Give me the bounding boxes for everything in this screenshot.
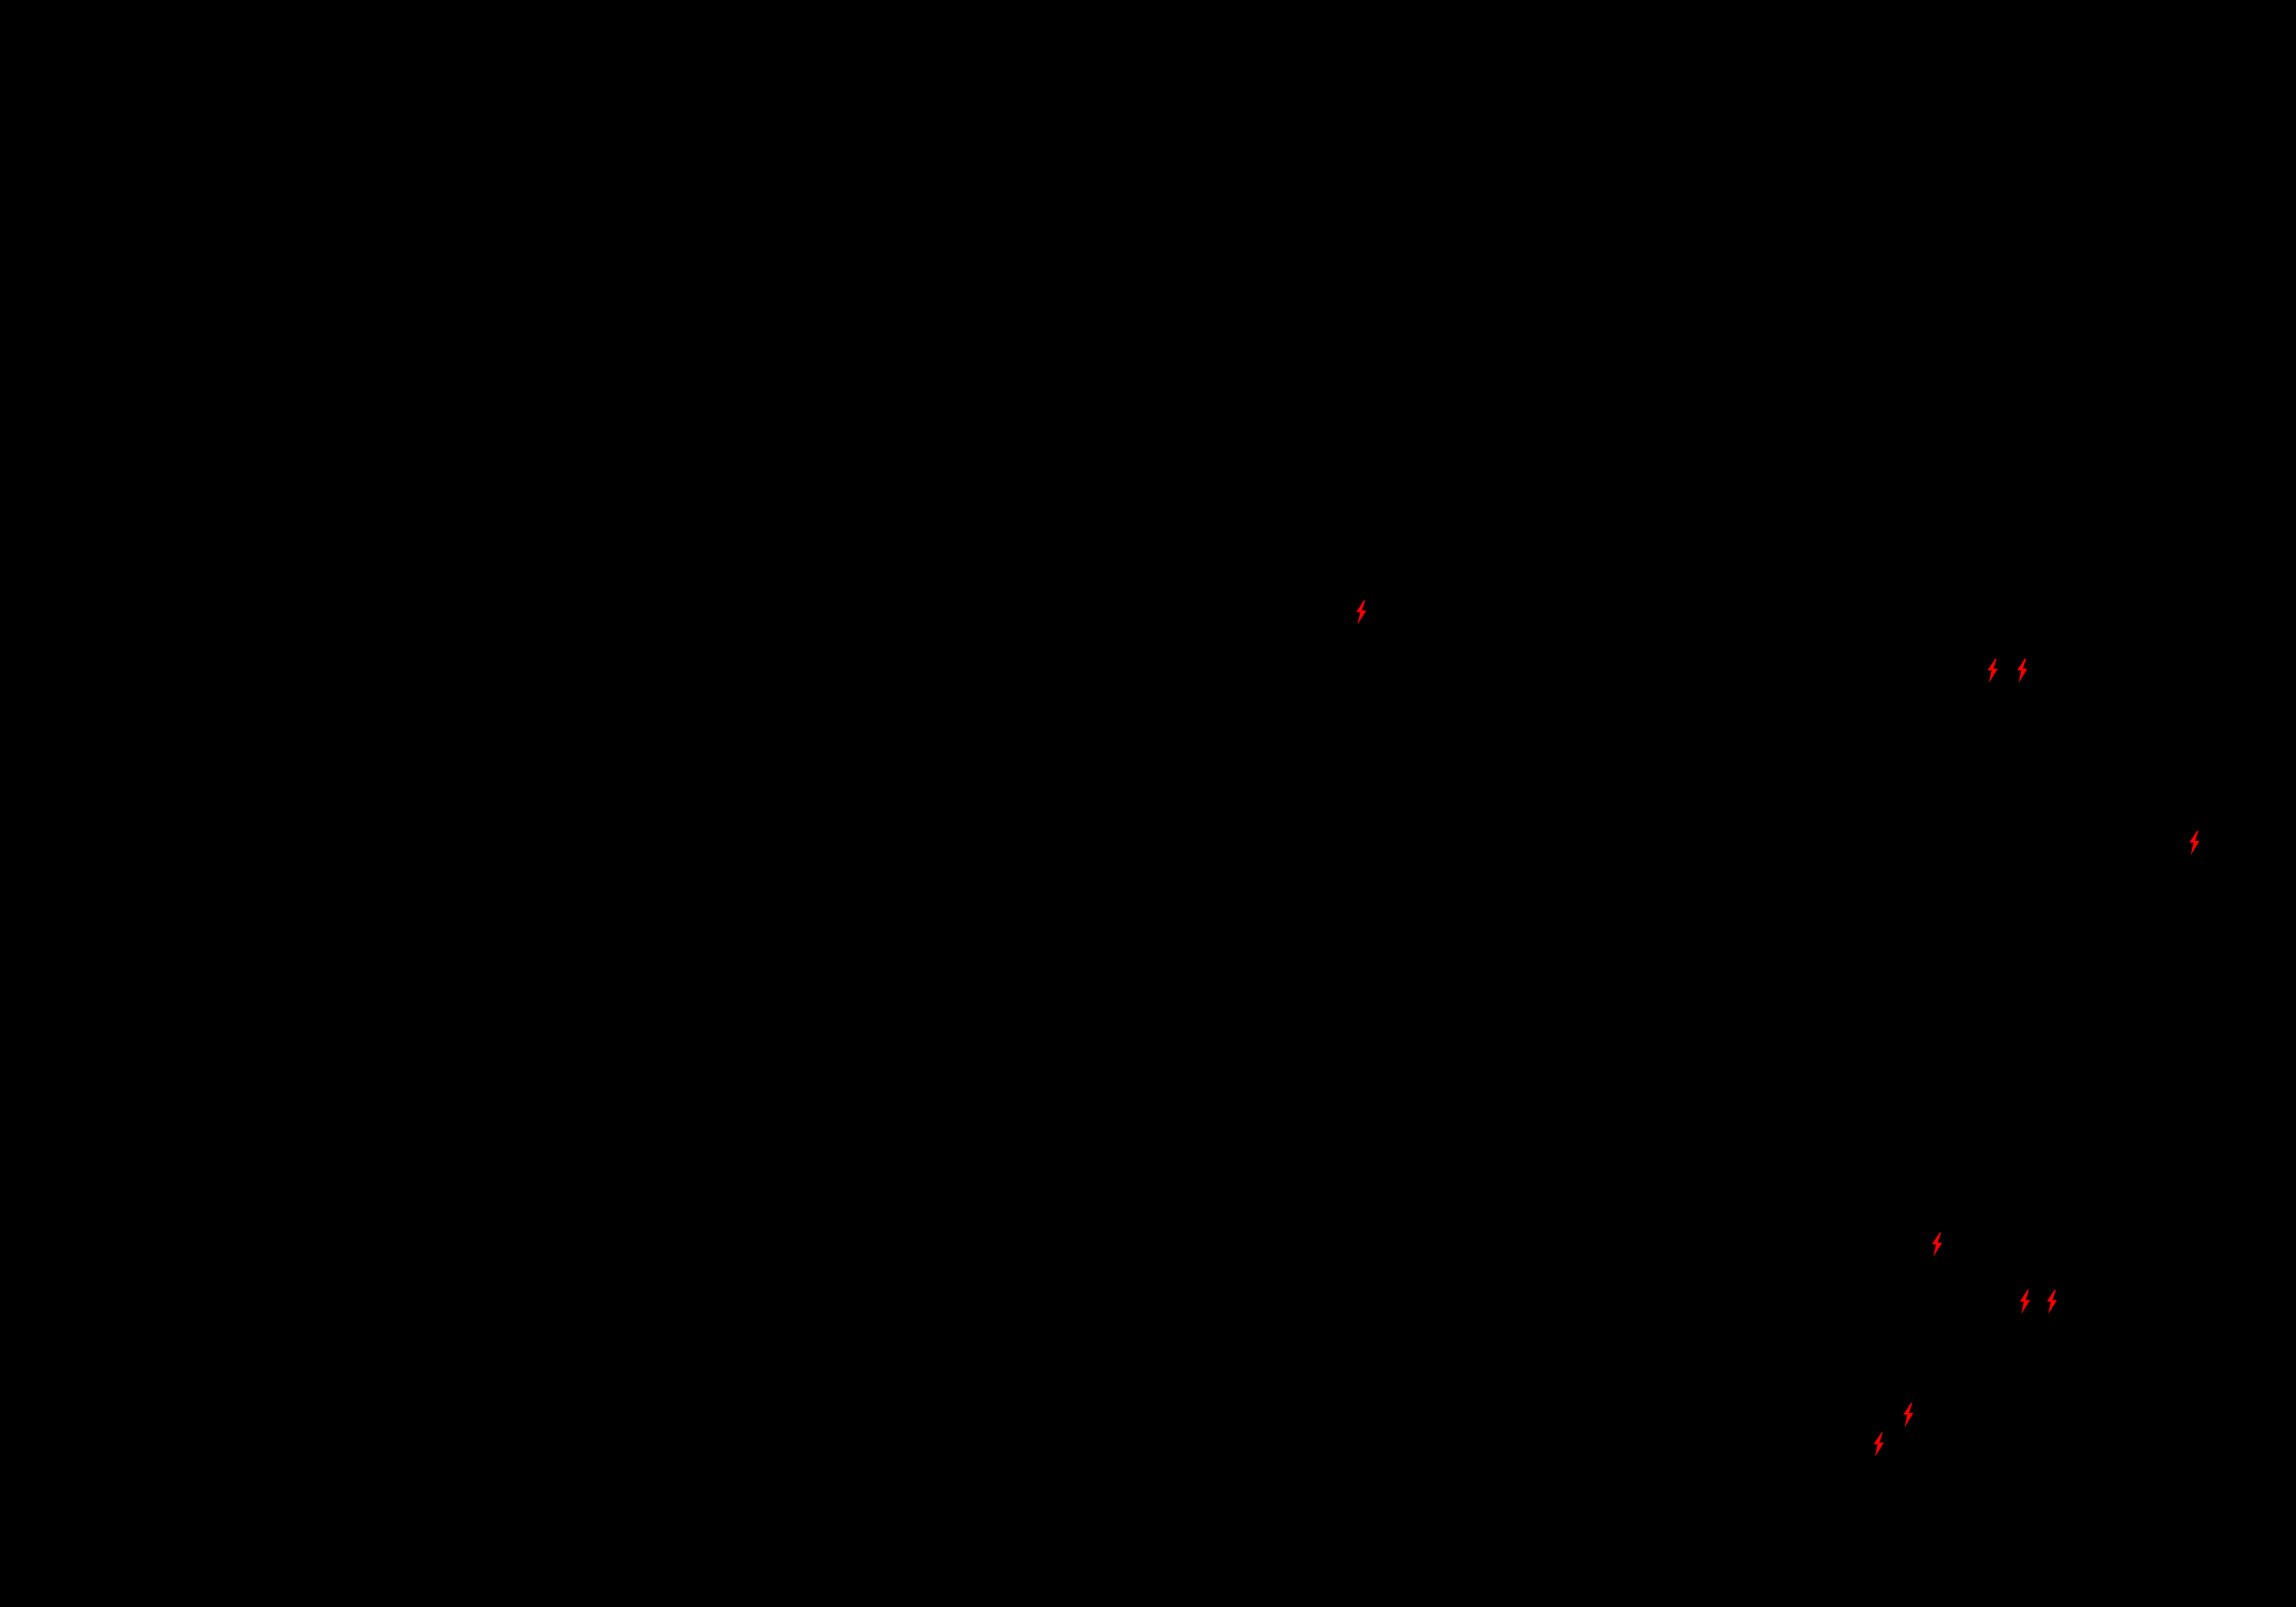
lightning-bolt-icon[interactable] xyxy=(1901,1403,1916,1428)
lightning-bolt-icon[interactable] xyxy=(2045,1290,2059,1315)
lightning-bolt-icon[interactable] xyxy=(2015,658,2030,683)
lightning-bolt-icon[interactable] xyxy=(1354,600,1369,625)
lightning-bolt-icon[interactable] xyxy=(1872,1432,1886,1457)
lightning-bolt-icon[interactable] xyxy=(2018,1290,2032,1315)
lightning-bolt-icon[interactable] xyxy=(2187,830,2202,856)
lightning-bolt-icon[interactable] xyxy=(1930,1232,1944,1257)
lightning-bolt-icon[interactable] xyxy=(1986,658,2000,683)
